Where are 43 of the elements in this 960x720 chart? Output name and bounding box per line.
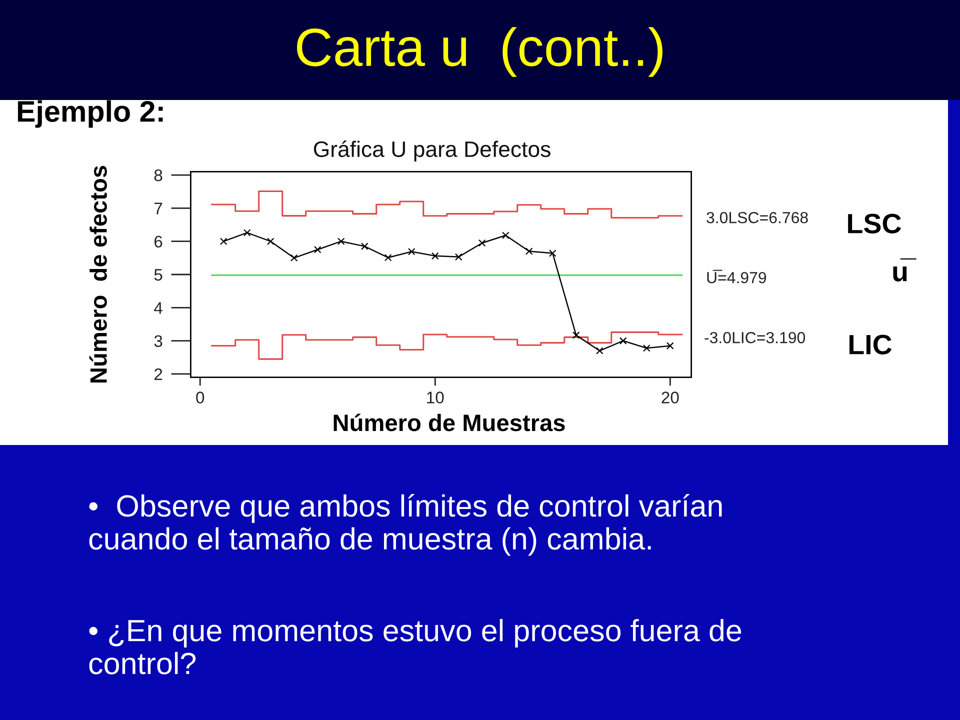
chart-title: Carta u (cont..) [297,27,662,77]
text: -3.0LIC=3.190 [704,332,806,344]
point [220,238,228,246]
point [525,248,533,255]
x-tick-label: 20 [662,392,679,404]
y-tick-label: 6 [154,236,162,248]
point [360,242,368,250]
text: U̅=4.979 [707,270,766,284]
point [502,232,510,240]
point [290,254,298,262]
x-tick-label: 10 [427,392,444,404]
text: • Observe que ambos límites de control varían cuando el tamaño de muestra (n) cambia. [89,494,722,556]
point [478,239,486,247]
y-tick-label: 2 [154,368,162,380]
text: • ¿En que momentos estuvo el proceso fuera de control? [89,619,742,674]
y-tick-label: 4 [154,302,162,314]
point [619,337,627,344]
point [596,347,604,354]
text: LIC [849,334,892,354]
y-tick-label: 5 [154,269,162,281]
x-tick-label: 0 [196,392,204,404]
text: 3.0LSC=6.768 [706,212,808,224]
point [548,250,556,257]
point [266,238,274,246]
x-axis-title: Número de Muestras [334,414,565,432]
point [243,229,251,236]
y-tick-label: 7 [154,202,162,214]
text: Ejemplo 2: [18,100,163,128]
point [431,252,439,260]
y-tick-label: 3 [154,335,162,348]
point [666,342,674,350]
point [337,238,345,246]
point [314,246,322,254]
chart-subtitle: Gráfica U para Defectos [314,140,550,162]
y-axis-title: Número de efectos [89,166,107,382]
text: u̅ [893,258,916,282]
point [454,253,462,261]
y-tick-label: 8 [154,169,162,182]
point [408,248,416,256]
text: LSC [848,214,902,234]
point [642,344,650,352]
point [384,254,392,262]
point [572,332,580,339]
